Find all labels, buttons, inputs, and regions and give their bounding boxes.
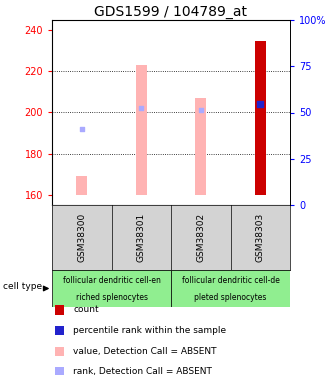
Text: GSM38302: GSM38302 — [196, 213, 205, 262]
Text: percentile rank within the sample: percentile rank within the sample — [74, 326, 227, 335]
Text: rank, Detection Call = ABSENT: rank, Detection Call = ABSENT — [74, 368, 212, 375]
Text: follicular dendritic cell-en: follicular dendritic cell-en — [63, 276, 160, 285]
Text: count: count — [74, 306, 99, 315]
Bar — [171, 270, 290, 307]
Text: follicular dendritic cell-de: follicular dendritic cell-de — [182, 276, 280, 285]
Bar — [136, 65, 147, 195]
Bar — [195, 98, 206, 195]
Text: cell type: cell type — [3, 282, 43, 291]
Bar — [255, 40, 266, 195]
Title: GDS1599 / 104789_at: GDS1599 / 104789_at — [94, 5, 248, 19]
Point — [258, 101, 263, 107]
Bar — [52, 270, 171, 307]
Text: value, Detection Call = ABSENT: value, Detection Call = ABSENT — [74, 347, 217, 356]
Text: riched splenocytes: riched splenocytes — [76, 293, 148, 302]
Text: GSM38301: GSM38301 — [137, 213, 146, 262]
Point — [139, 105, 144, 111]
Text: GSM38300: GSM38300 — [77, 213, 86, 262]
Point — [79, 126, 84, 132]
Bar — [76, 176, 87, 195]
Text: pleted splenocytes: pleted splenocytes — [194, 293, 267, 302]
Text: GSM38303: GSM38303 — [256, 213, 265, 262]
Point — [198, 108, 203, 114]
